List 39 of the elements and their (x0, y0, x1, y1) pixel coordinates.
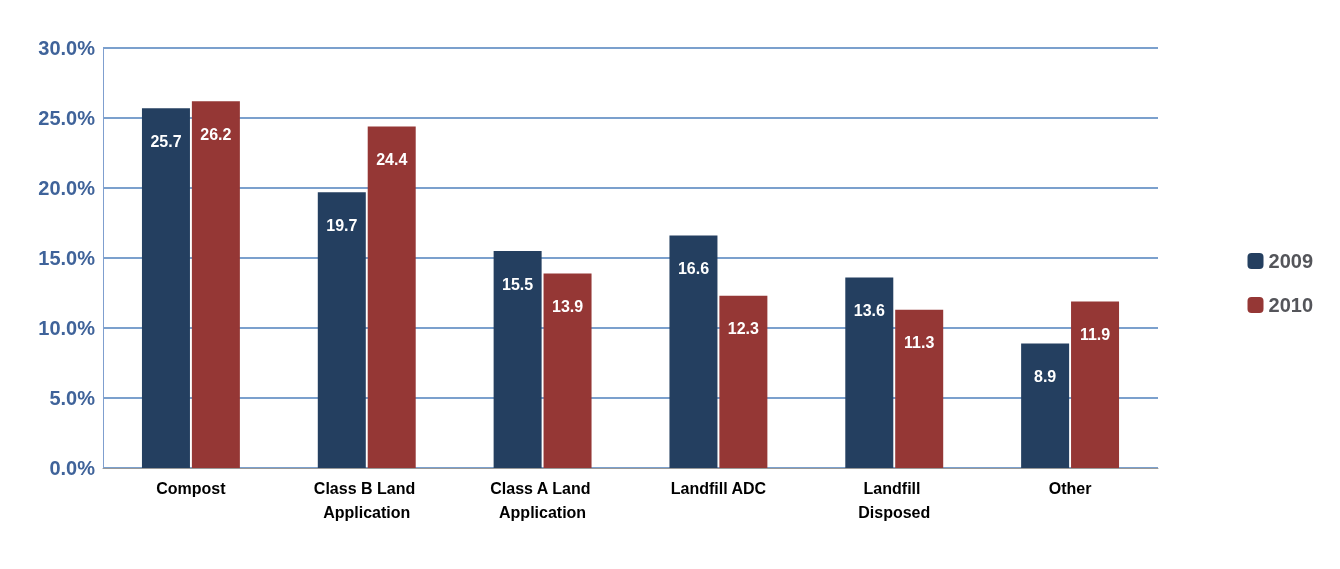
bar (895, 309, 944, 468)
data-label: 13.9 (551, 297, 584, 315)
bar (493, 251, 542, 468)
y-tick-label: 15.0% (38, 247, 96, 269)
y-tick-label: 25.0% (38, 107, 96, 129)
data-label: 25.7 (150, 132, 182, 150)
y-tick-label: 10.0% (38, 317, 96, 339)
bar (669, 235, 718, 468)
legend-label: 2009 (1268, 250, 1314, 272)
x-tick-label: Class A Land Application (490, 479, 595, 521)
legend-label: 2010 (1268, 294, 1314, 316)
y-tick-label: 20.0% (38, 177, 96, 199)
bar (1021, 343, 1070, 468)
x-tick-label: Compost (156, 479, 227, 497)
data-label: 15.5 (502, 275, 534, 293)
bar (191, 101, 240, 468)
y-tick-label: 5.0% (49, 387, 96, 409)
data-label: 12.3 (727, 320, 760, 338)
bar (1071, 301, 1120, 468)
data-label: 8.9 (1034, 367, 1057, 385)
y-tick-label: 0.0% (49, 457, 96, 479)
bar (141, 108, 190, 468)
data-label: 11.9 (1079, 325, 1111, 343)
bar (367, 126, 416, 468)
bar (543, 273, 592, 468)
x-tick-label: Class B Land Application (313, 479, 420, 521)
bar (719, 295, 768, 468)
data-label: 11.3 (904, 334, 935, 352)
data-label: 24.4 (376, 150, 408, 168)
data-label: 26.2 (200, 125, 232, 143)
y-tick-label: 30.0% (38, 37, 96, 59)
x-tick-label: Landfill Disposed (858, 479, 931, 521)
bar (845, 277, 894, 468)
data-label: 16.6 (677, 260, 710, 278)
x-tick-label: Other (1048, 479, 1092, 497)
x-tick-label: Landfill ADC (670, 479, 767, 497)
bar (317, 192, 366, 468)
data-label: 19.7 (326, 216, 358, 234)
data-label: 13.6 (853, 302, 885, 320)
